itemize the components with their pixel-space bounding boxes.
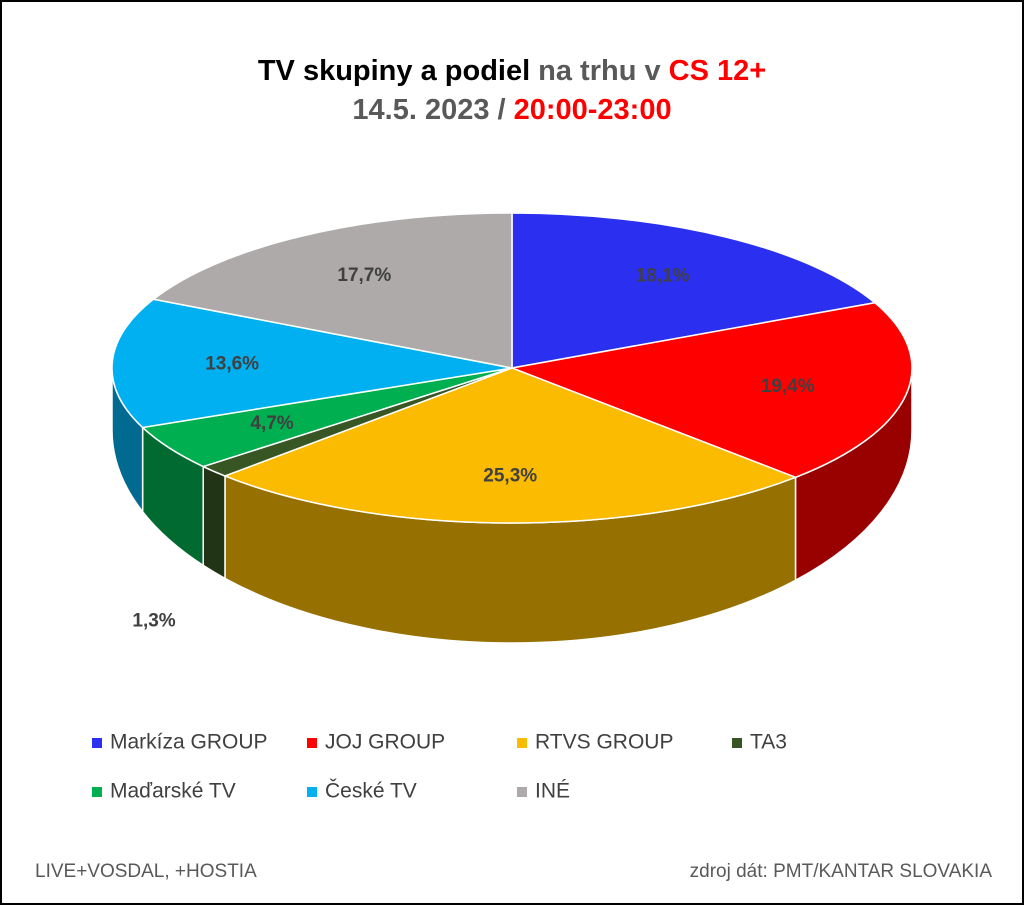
slice: [151, 212, 513, 369]
title-part: CS 12+: [669, 55, 767, 87]
chart-title: TV skupiny a podiel na trhu v CS 12+: [258, 55, 766, 87]
slice: [509, 301, 913, 479]
legend-label: České TV: [325, 780, 417, 803]
legend-label: Markíza GROUP: [110, 731, 268, 754]
slice-side: [202, 465, 226, 580]
legend-label: RTVS GROUP: [535, 731, 673, 754]
legend-swatch: [732, 738, 742, 748]
legend-swatch: [92, 787, 102, 797]
data-label: 19,4%: [761, 376, 815, 397]
footer-right: zdroj dát: PMT/KANTAR SLOVAKIA: [690, 861, 993, 882]
data-label: 13,6%: [205, 353, 259, 374]
legend-swatch: [517, 787, 527, 797]
subtitle-part: 20:00-23:00: [514, 94, 672, 126]
data-label: 17,7%: [337, 265, 391, 286]
legend-label: JOJ GROUP: [325, 731, 445, 754]
data-label: 4,7%: [250, 413, 293, 434]
slice: [222, 367, 798, 524]
pie: 18,1% 19,4% 25,3% 1,3% 4,7% 13,6% 17,7%: [111, 212, 913, 644]
legend-swatch: [517, 738, 527, 748]
title-part: TV skupiny a podiel: [258, 55, 530, 87]
legend-swatch: [92, 738, 102, 748]
legend-label: TA3: [750, 731, 787, 754]
legend-swatch: [307, 787, 317, 797]
legend-swatch: [307, 738, 317, 748]
legend-label: INÉ: [535, 780, 570, 803]
slice: [111, 298, 513, 429]
footer-left: LIVE+VOSDAL, +HOSTIA: [35, 861, 257, 882]
title-part: na trhu v: [538, 55, 660, 87]
data-label: 18,1%: [636, 266, 690, 287]
slice: [511, 212, 877, 369]
data-label: 25,3%: [483, 466, 537, 487]
data-label: 1,3%: [132, 611, 175, 632]
legend: Markíza GROUP JOJ GROUP RTVS GROUP TA3 Maďar…: [92, 731, 787, 803]
legend-label: Maďarské TV: [110, 780, 236, 803]
chart-subtitle: 14.5. 2023 / 20:00-23:00: [352, 94, 671, 126]
subtitle-part: 14.5. 2023 /: [352, 94, 505, 126]
